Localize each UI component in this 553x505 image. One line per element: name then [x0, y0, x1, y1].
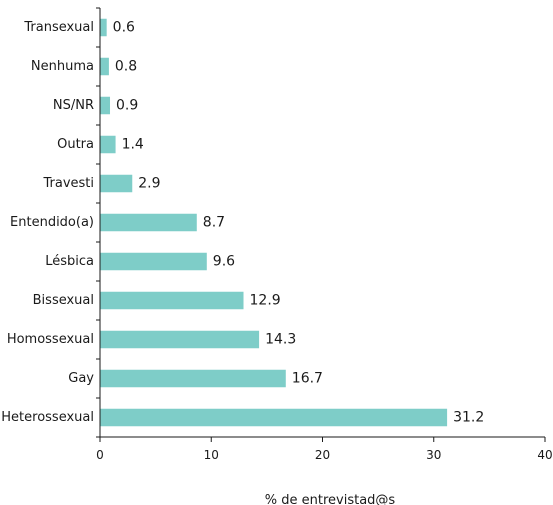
category-labels-group: Transexual Nenhuma NS/NR Outra Travesti Enten… — [1, 20, 94, 425]
bar-gay — [100, 369, 286, 388]
bar-ns-nr — [100, 96, 111, 115]
category-label: Gay — [68, 371, 94, 386]
category-label: Outra — [57, 137, 94, 152]
x-tick-label: 40 — [537, 448, 552, 462]
y-axis-ticks-group — [96, 7, 100, 438]
value-label: 0.8 — [115, 59, 137, 75]
value-label: 9.6 — [213, 254, 235, 270]
value-label: 16.7 — [292, 371, 323, 387]
value-label: 0.6 — [113, 20, 135, 36]
category-label: Travesti — [42, 176, 94, 191]
x-axis-ticks-group: 0 10 20 30 40 — [96, 437, 553, 462]
bar-heterossexual — [100, 408, 448, 427]
value-label: 2.9 — [138, 176, 160, 192]
bar-nenhuma — [100, 57, 109, 76]
category-label: Entendido(a) — [10, 215, 94, 230]
category-label: Transexual — [23, 20, 94, 35]
value-label: 31.2 — [453, 410, 484, 426]
x-tick-label: 20 — [315, 448, 330, 462]
category-label: Nenhuma — [31, 59, 94, 74]
bar-bissexual — [100, 291, 244, 310]
bar-outra — [100, 135, 116, 154]
x-tick-label: 0 — [96, 448, 104, 462]
x-axis-title: % de entrevistad@s — [265, 493, 396, 505]
value-label: 8.7 — [203, 215, 225, 231]
bar-transexual — [100, 18, 107, 37]
value-label: 12.9 — [250, 293, 281, 309]
category-label: Lésbica — [45, 254, 94, 269]
bar-travesti — [100, 174, 133, 193]
bar-l-sbica — [100, 252, 207, 271]
bar-homossexual — [100, 330, 260, 349]
x-tick-label: 30 — [426, 448, 441, 462]
category-label: Heterossexual — [1, 410, 94, 425]
value-label: 0.9 — [116, 98, 138, 114]
value-label: 1.4 — [122, 137, 144, 153]
bar-entendido-a — [100, 213, 197, 232]
category-label: Bissexual — [33, 293, 94, 308]
bars-group — [100, 18, 448, 427]
category-label: Homossexual — [7, 332, 94, 347]
x-tick-label: 10 — [204, 448, 219, 462]
value-labels-group: 0.6 0.8 0.9 1.4 2.9 8.7 9.6 12.9 14.3 16.7 31.2 — [113, 20, 485, 426]
value-label: 14.3 — [265, 332, 296, 348]
category-label: NS/NR — [53, 98, 94, 113]
